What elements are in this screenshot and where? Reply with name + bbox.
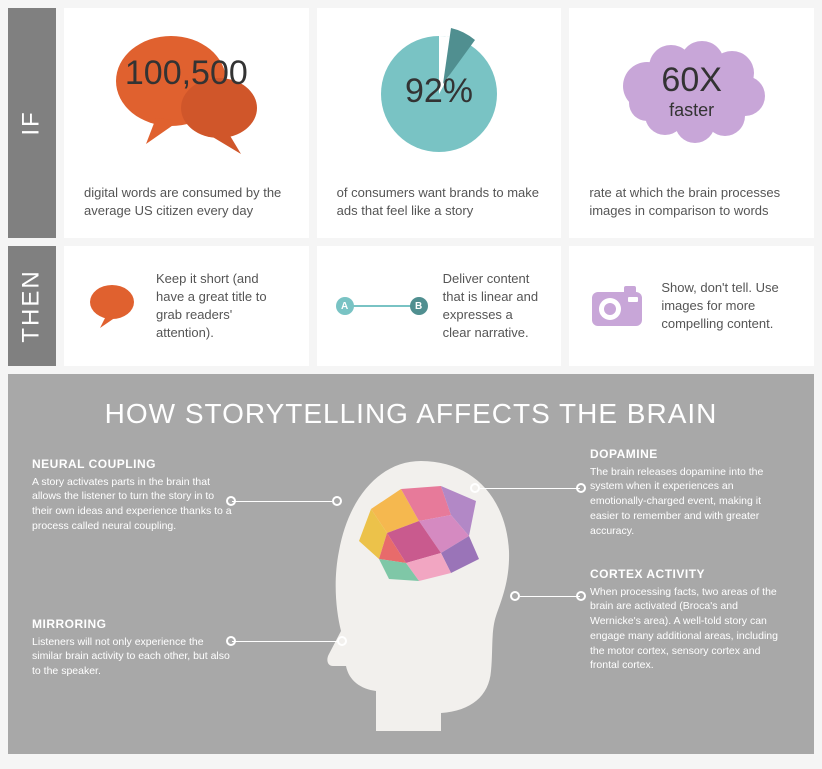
dot [470,483,480,493]
ab-line-icon: A B [337,278,427,334]
callout-title: NEURAL COUPLING [32,456,232,473]
then-label: THEN [8,246,56,366]
if-card-words: 100,500 digital words are consumed by th… [64,8,309,238]
dot [226,636,236,646]
callout-text: Listeners will not only experience the s… [32,635,232,679]
stat-number: 100,500 [125,54,248,93]
stat-number: 92% [405,72,473,111]
callout-title: CORTEX ACTIVITY [590,566,790,583]
then-row: THEN Keep it short (and have a great tit… [8,246,814,366]
dot [226,496,236,506]
then-card-short: Keep it short (and have a great title to… [64,246,309,366]
dot-a: A [336,297,354,315]
then-text: Deliver content that is linear and expre… [443,270,542,343]
brain-title: HOW STORYTELLING AFFECTS THE BRAIN [32,398,790,430]
callout-dopamine: DOPAMINE The brain releases dopamine int… [590,446,790,538]
line [480,488,580,489]
pie-icon: 92% [337,26,542,156]
stat-sub: faster [661,100,722,121]
then-label-text: THEN [18,269,46,342]
stat-number: 60X [661,61,722,100]
callout-text: The brain releases dopamine into the sys… [590,465,790,538]
if-card-consumers: 92% of consumers want brands to make ads… [317,8,562,238]
dot [576,591,586,601]
callout-neural: NEURAL COUPLING A story activates parts … [32,456,232,534]
stat-caption: digital words are consumed by the averag… [84,184,289,220]
camera-icon [589,278,645,334]
then-text: Show, don't tell. Use images for more co… [661,279,794,334]
callout-title: MIRRORING [32,616,232,633]
callout-cortex: CORTEX ACTIVITY When processing facts, t… [590,566,790,673]
callout-text: When processing facts, two areas of the … [590,585,790,673]
head-icon [291,441,531,731]
if-card-brain: 60X faster rate at which the brain proce… [569,8,814,238]
line [232,501,332,502]
dot [337,636,347,646]
speech-bubbles-icon: 100,500 [84,26,289,156]
brain-cloud-icon: 60X faster [589,26,794,156]
callout-mirroring: MIRRORING Listeners will not only experi… [32,616,232,679]
line [520,596,580,597]
dot [576,483,586,493]
then-text: Keep it short (and have a great title to… [156,270,289,343]
infographic-root: IF 100,500 digital words are consumed by… [0,0,822,762]
line [232,641,337,642]
if-label-text: IF [18,110,46,135]
stat-caption: of consumers want brands to make ads tha… [337,184,542,220]
then-card-images: Show, don't tell. Use images for more co… [569,246,814,366]
dot [510,591,520,601]
callout-title: DOPAMINE [590,446,790,463]
brain-body: NEURAL COUPLING A story activates parts … [32,446,790,756]
dot-b: B [410,297,428,315]
if-row: IF 100,500 digital words are consumed by… [8,8,814,238]
then-card-linear: A B Deliver content that is linear and e… [317,246,562,366]
speech-icon [84,278,140,334]
if-label: IF [8,8,56,238]
stat-caption: rate at which the brain processes images… [589,184,794,220]
callout-text: A story activates parts in the brain tha… [32,475,232,534]
brain-section: HOW STORYTELLING AFFECTS THE BRAIN [8,374,814,754]
dot [332,496,342,506]
